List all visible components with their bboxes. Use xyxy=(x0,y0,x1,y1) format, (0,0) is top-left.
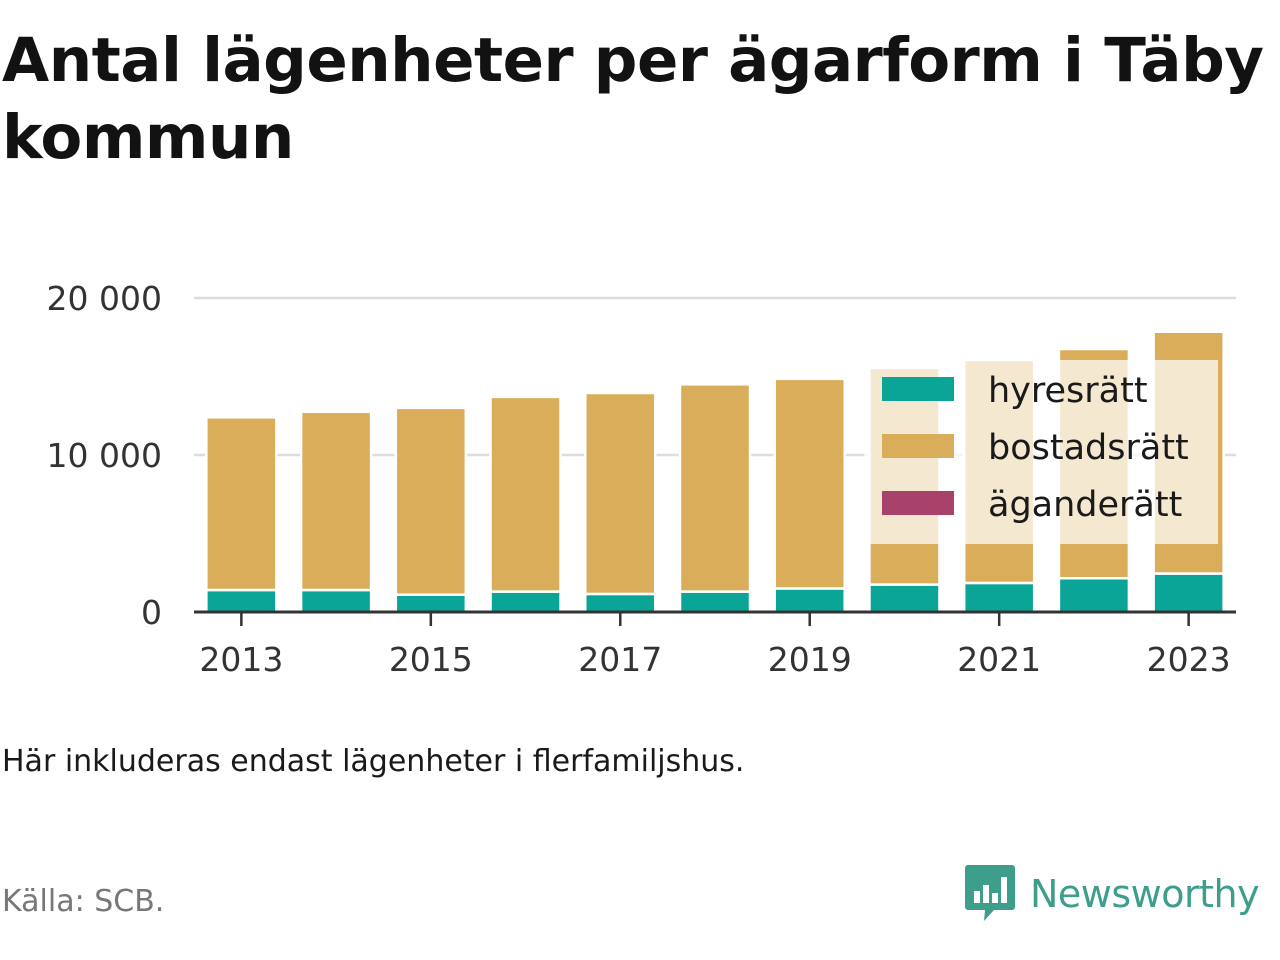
x-tick-label: 2013 xyxy=(199,640,283,679)
footnote: Här inkluderas endast lägenheter i flerf… xyxy=(2,744,745,779)
bar-hyresrätt-2021 xyxy=(962,581,1036,614)
x-tick-label: 2017 xyxy=(578,640,662,679)
bar-hyresrätt-2014 xyxy=(299,588,373,614)
bar-hyresrätt-2022 xyxy=(1057,576,1131,614)
y-tick-label: 20 000 xyxy=(47,279,162,318)
chart-title: Antal lägenheter per ägarform i Täby kom… xyxy=(2,25,1264,173)
bar-bostadsrätt-2017 xyxy=(584,391,657,596)
legend-label-bostadsrätt: bostadsrätt xyxy=(988,428,1189,468)
y-tick-label: 0 xyxy=(141,593,162,632)
bar-hyresrätt-2015 xyxy=(394,593,468,614)
legend: hyresrätt bostadsrätt äganderätt xyxy=(864,360,1218,544)
bar-bostadsrätt-2014 xyxy=(299,410,373,592)
bar-bostadsrätt-2018 xyxy=(678,383,752,593)
bar-hyresrätt-2019 xyxy=(773,587,846,614)
source-label: Källa: SCB. xyxy=(2,884,165,919)
legend-swatch-bostadsrätt xyxy=(882,434,954,458)
bar-hyresrätt-2016 xyxy=(489,590,562,614)
legend-label-äganderätt: äganderätt xyxy=(988,485,1182,525)
bar-bostadsrätt-2015 xyxy=(394,406,468,596)
x-tick-label: 2015 xyxy=(389,640,473,679)
legend-swatch-äganderätt xyxy=(882,491,954,515)
bar-hyresrätt-2017 xyxy=(584,592,657,614)
bar-hyresrätt-2013 xyxy=(205,588,278,614)
x-tick-label: 2023 xyxy=(1147,640,1231,679)
brand-logo-block: Newsworthy xyxy=(964,862,1260,926)
x-tick-label: 2021 xyxy=(957,640,1041,679)
bar-bostadsrätt-2013 xyxy=(205,416,278,592)
legend-label-hyresrätt: hyresrätt xyxy=(988,371,1148,411)
bar-hyresrätt-2023 xyxy=(1152,572,1225,614)
legend-swatch-hyresrätt xyxy=(882,377,954,401)
bar-bostadsrätt-2016 xyxy=(489,395,562,593)
y-tick-label: 10 000 xyxy=(47,436,162,475)
bar-hyresrätt-2018 xyxy=(678,590,752,614)
bar-hyresrätt-2020 xyxy=(868,583,941,614)
newsworthy-logo-icon xyxy=(965,865,1015,921)
x-tick-label: 2019 xyxy=(768,640,852,679)
axes: 0 10 000 20 000 2013 2015 2017 2019 2021 2023 xyxy=(47,279,1236,679)
bar-bostadsrätt-2019 xyxy=(773,377,846,590)
brand-name: Newsworthy xyxy=(1030,872,1260,916)
